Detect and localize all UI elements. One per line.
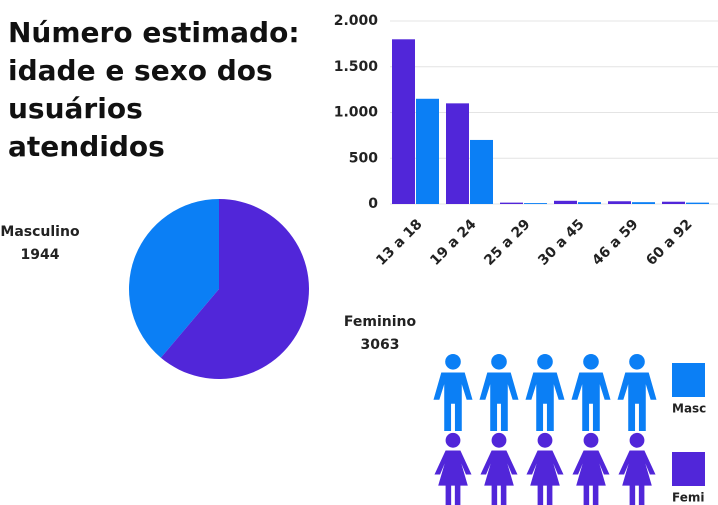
pie-label: Masculino xyxy=(0,224,80,240)
legend-swatch xyxy=(672,363,705,397)
bar xyxy=(392,39,415,204)
female-icon xyxy=(526,432,564,505)
x-tick-label: 46 a 59 xyxy=(589,216,641,268)
bar xyxy=(416,98,439,204)
bar xyxy=(608,201,631,204)
x-tick-label: 60 a 92 xyxy=(643,216,695,268)
pie-value: 3063 xyxy=(361,337,400,353)
y-tick-label: 2.000 xyxy=(334,13,379,29)
legend-label: Femi xyxy=(672,491,704,505)
pie-slice xyxy=(160,199,309,380)
pie-slice xyxy=(129,199,219,358)
female-icon xyxy=(434,432,472,505)
title: Número estimado: idade e sexo dos usuári… xyxy=(8,16,300,163)
male-icon xyxy=(433,353,473,431)
female-icon xyxy=(480,432,518,505)
bar xyxy=(662,201,685,204)
bar xyxy=(470,139,493,204)
female-icon xyxy=(572,432,610,505)
y-tick-label: 500 xyxy=(349,150,378,166)
pie-value: 1944 xyxy=(21,247,60,263)
bar xyxy=(554,200,577,204)
x-tick-label: 30 a 45 xyxy=(535,216,587,268)
legend-label: Masc xyxy=(672,402,706,416)
female-icons xyxy=(434,432,656,505)
x-tick-label: 19 a 24 xyxy=(427,216,480,269)
y-tick-label: 0 xyxy=(368,196,378,212)
bar xyxy=(524,203,547,204)
x-tick-label: 25 a 29 xyxy=(481,216,533,268)
y-tick-label: 1.500 xyxy=(334,59,379,75)
bar xyxy=(578,202,601,204)
male-icon xyxy=(571,353,611,431)
male-icon xyxy=(617,353,657,431)
legend-swatch xyxy=(672,452,705,486)
x-tick-label: 13 a 18 xyxy=(373,216,425,268)
male-icon xyxy=(479,353,519,431)
male-icon xyxy=(525,353,565,431)
bar xyxy=(500,202,523,204)
bar xyxy=(686,202,709,204)
female-icon xyxy=(618,432,656,505)
bar xyxy=(632,202,655,204)
bar xyxy=(446,103,469,204)
y-tick-label: 1.000 xyxy=(334,105,379,121)
male-icons xyxy=(433,353,657,431)
pie-label: Feminino xyxy=(344,314,417,330)
